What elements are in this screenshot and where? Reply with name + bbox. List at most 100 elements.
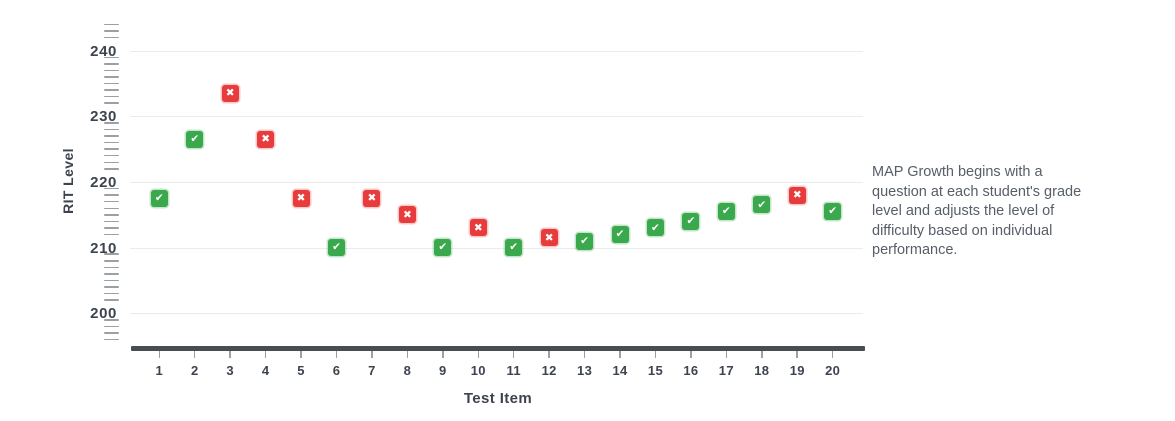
x-axis-tick-label: 7 (368, 363, 376, 378)
y-axis-minor-tick (104, 148, 119, 150)
y-axis-minor-tick (104, 332, 119, 334)
check-icon: ✔ (509, 241, 519, 254)
x-icon: ✖ (792, 188, 802, 201)
data-point-item-10: ✖ (469, 219, 487, 237)
x-icon: ✖ (473, 221, 483, 234)
data-point-item-17: ✔ (717, 203, 735, 221)
y-axis-minor-tick (104, 161, 119, 164)
y-axis-minor-tick (104, 141, 119, 144)
x-axis-tick-label: 9 (439, 363, 447, 378)
x-axis-tick (619, 351, 621, 358)
check-icon: ✔ (828, 205, 838, 218)
x-axis-tick-label: 6 (332, 363, 341, 378)
y-axis-minor-tick (104, 325, 119, 328)
gridline (130, 247, 863, 249)
description-text-line: question at each student's grade (872, 183, 1082, 200)
x-axis-tick-label: 16 (683, 363, 699, 378)
x-axis-tick (725, 351, 728, 358)
y-axis-minor-tick (104, 168, 119, 170)
x-axis-tick (583, 351, 586, 358)
y-axis-minor-tick (104, 207, 119, 209)
x-axis-tick-label: 12 (541, 363, 557, 378)
check-icon: ✔ (651, 221, 660, 234)
y-axis-minor-tick (104, 319, 119, 321)
check-icon: ✔ (721, 205, 731, 218)
x-axis-tick (371, 351, 373, 358)
data-point-item-7: ✖ (363, 189, 381, 207)
data-point-item-4: ✖ (257, 130, 275, 148)
y-axis-minor-tick (104, 266, 119, 269)
x-axis-line (131, 346, 865, 351)
x-axis-tick (512, 351, 515, 358)
data-point-item-15: ✔ (646, 219, 664, 237)
check-icon: ✔ (686, 215, 696, 228)
check-icon: ✔ (580, 234, 589, 247)
data-point-item-19: ✖ (788, 186, 806, 204)
y-axis-minor-tick (104, 260, 119, 262)
y-axis-tick-label: 200 (90, 305, 117, 323)
check-icon: ✔ (757, 198, 767, 211)
x-axis-tick (335, 351, 338, 358)
data-point-item-18: ✔ (753, 196, 771, 214)
x-axis-tick (654, 351, 657, 358)
data-point-item-11: ✔ (505, 239, 523, 257)
y-axis-tick-label: 210 (90, 239, 117, 257)
x-axis-tick-label: 15 (647, 363, 663, 378)
check-icon: ✔ (615, 228, 625, 241)
x-axis-tick-label: 18 (754, 363, 770, 378)
y-axis-minor-tick (104, 338, 119, 341)
x-axis-title: Test Item (463, 390, 533, 407)
description-text-line: difficulty based on individual (872, 222, 1053, 239)
x-axis-tick (761, 351, 763, 358)
x-axis-tick-label: 1 (155, 363, 164, 378)
gridline (130, 182, 863, 183)
data-point-item-8: ✖ (398, 206, 416, 224)
y-axis-minor-tick (104, 102, 119, 104)
description-text-line: level and adjusts the level of (872, 203, 1055, 219)
data-point-item-5: ✖ (292, 189, 310, 207)
y-axis-minor-tick (104, 273, 119, 275)
description-text-line: performance. (872, 242, 958, 258)
x-axis-tick (442, 351, 444, 358)
x-axis-tick (796, 351, 798, 358)
x-icon: ✖ (261, 133, 271, 146)
x-axis-tick-label: 14 (612, 363, 628, 378)
x-icon: ✖ (402, 208, 412, 221)
x-axis-tick (406, 351, 409, 358)
y-axis-minor-tick (104, 82, 119, 85)
y-axis-minor-tick (104, 253, 119, 255)
gridline (130, 50, 863, 52)
data-point-item-12: ✖ (540, 229, 558, 247)
x-axis-tick (690, 351, 692, 358)
x-axis-tick (193, 351, 196, 358)
y-axis-tick-label: 220 (90, 174, 117, 191)
data-point-item-14: ✔ (611, 226, 629, 244)
data-point-item-9: ✔ (434, 239, 452, 257)
x-icon: ✖ (296, 192, 306, 205)
x-axis-tick-label: 10 (470, 363, 486, 378)
data-point-item-13: ✔ (576, 232, 594, 250)
data-point-item-20: ✔ (824, 203, 842, 221)
y-axis-minor-tick (104, 220, 119, 223)
description-text-line: MAP Growth begins with a (872, 164, 1043, 180)
y-axis-minor-tick (104, 23, 119, 26)
y-axis-minor-tick (104, 89, 119, 91)
gridline (130, 313, 863, 315)
x-axis-tick (229, 351, 231, 358)
y-axis-minor-tick (104, 187, 119, 190)
y-axis-minor-tick (104, 286, 119, 288)
y-axis-minor-tick (104, 299, 119, 301)
y-axis-minor-tick (104, 154, 119, 157)
y-axis-minor-tick (104, 95, 119, 98)
y-axis-minor-tick (104, 36, 119, 39)
x-icon: ✖ (225, 87, 235, 100)
y-axis-minor-tick (104, 30, 119, 32)
y-axis-minor-tick (104, 200, 119, 203)
x-axis-tick (300, 351, 302, 358)
y-axis-tick-label: 240 (90, 42, 117, 60)
y-axis-minor-tick (104, 122, 119, 124)
gridline (130, 116, 863, 118)
check-icon: ✔ (332, 241, 341, 254)
y-axis-minor-tick (104, 292, 119, 295)
